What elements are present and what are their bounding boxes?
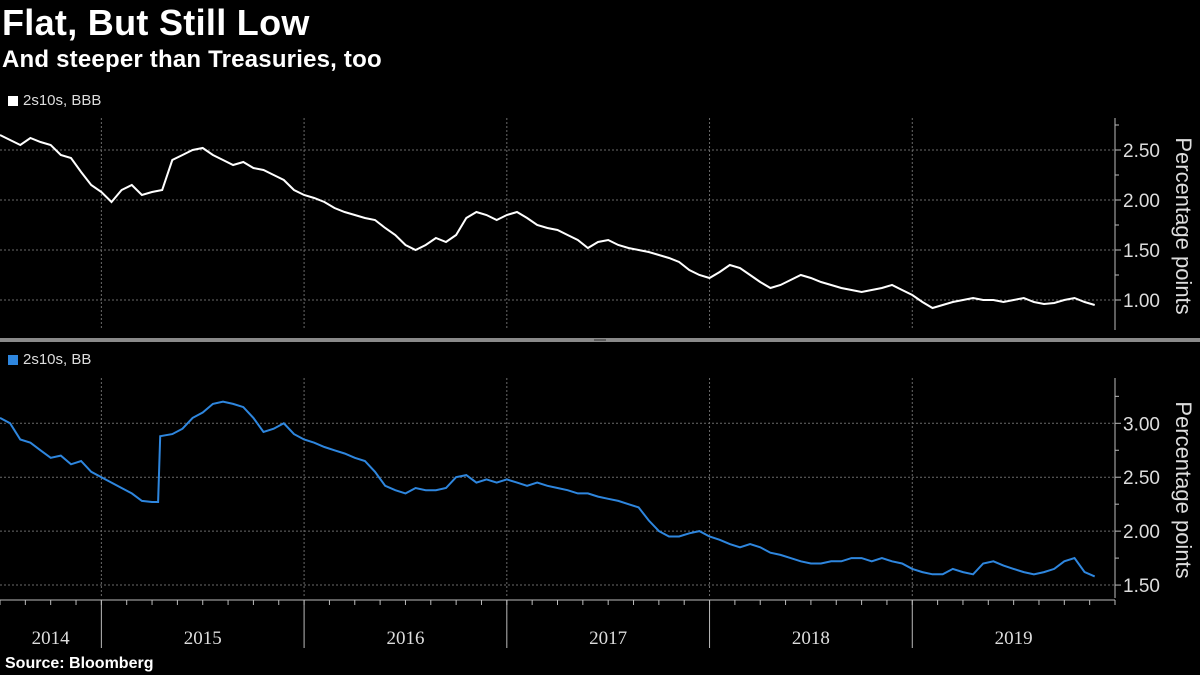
x-tick-label: 2019 (995, 628, 1033, 649)
x-tick-label: 2014 (32, 628, 71, 649)
legend-swatch-bb (8, 354, 18, 365)
series-line-bbb (0, 134, 1095, 310)
top-ytick-label: 2.00 (1123, 191, 1160, 212)
top-ytick-label: 1.50 (1123, 241, 1160, 262)
x-tick-label: 2015 (184, 628, 222, 649)
x-tick-label: 2016 (386, 628, 424, 649)
top-ytick-label: 1.00 (1123, 291, 1160, 312)
top-panel: 1.00 1.50 2.00 2.50 Percentage points (0, 118, 1196, 330)
legend-label-bb: 2s10s, BB (23, 351, 92, 368)
bottom-y-axis-label: Percentage points (1171, 401, 1196, 578)
legend-bbb: 2s10s, BBB (8, 92, 101, 109)
chart-subtitle: And steeper than Treasuries, too (2, 46, 382, 73)
bottom-ytick-label: 3.00 (1123, 414, 1160, 435)
bottom-panel: 1.50 2.00 2.50 3.00 Percentage points (0, 378, 1196, 598)
bottom-ytick-label: 1.50 (1123, 576, 1160, 597)
legend-swatch-bbb (8, 95, 18, 106)
source-note: Source: Bloomberg (5, 655, 154, 672)
top-ytick-label: 2.50 (1123, 141, 1160, 162)
chart-title: Flat, But Still Low (2, 2, 310, 43)
bottom-ytick-label: 2.50 (1123, 468, 1160, 489)
legend-label-bbb: 2s10s, BBB (23, 92, 102, 109)
x-axis: 2014 2015 2016 2017 2018 2019 (0, 599, 1116, 649)
series-line-bb (0, 400, 1096, 578)
bottom-ytick-label: 2.00 (1123, 522, 1160, 543)
legend-bb: 2s10s, BB (8, 351, 91, 368)
top-y-axis-label: Percentage points (1171, 137, 1196, 314)
x-tick-label: 2017 (589, 628, 627, 649)
x-tick-label: 2018 (792, 628, 830, 649)
